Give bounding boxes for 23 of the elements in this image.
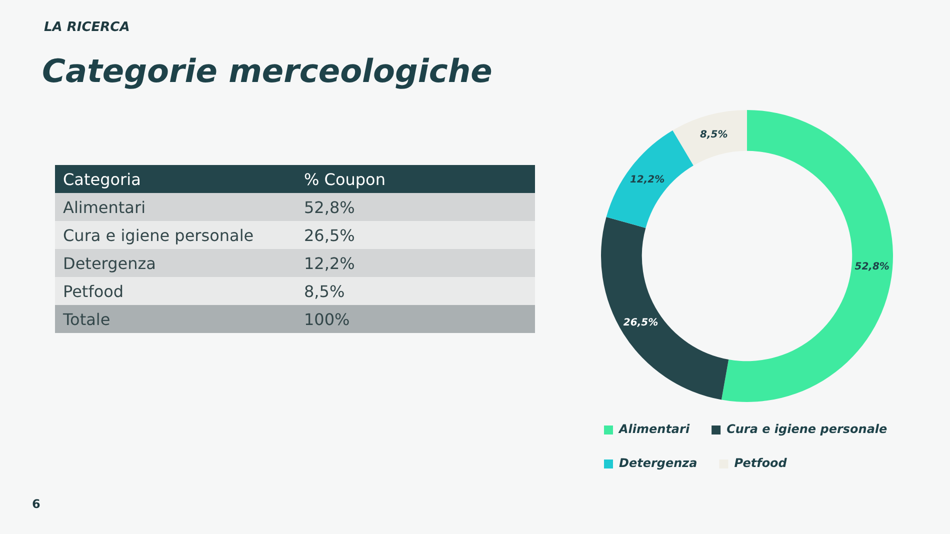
category-label: Cura e igiene personale [63, 226, 254, 244]
text: Categoria [55, 165, 296, 193]
legend-label: Alimentari [618, 422, 690, 436]
data-label: 8,5% [700, 129, 728, 140]
text: Categorie merceologiche [42, 52, 492, 90]
text: LA RICERCA [44, 20, 130, 35]
text: 52,8% [304, 198, 355, 216]
legend-label: Detergenza [619, 456, 698, 470]
text: 100% [296, 305, 535, 333]
text: 6 [32, 497, 40, 511]
legend-label: Petfood [734, 456, 788, 470]
text: % Coupon [296, 165, 535, 193]
legend-label: Cura e igiene personale [726, 422, 888, 436]
text: Totale [55, 305, 296, 333]
category-label: Alimentari [63, 198, 146, 216]
text: 12,2% [304, 254, 355, 272]
category-label: Petfood [63, 282, 124, 300]
data-label: 12,2% [630, 174, 665, 186]
text: 26,5% [304, 226, 355, 244]
data-label: 52,8% [854, 262, 890, 273]
data-label: 26,5% [623, 318, 658, 329]
text: 8,5% [304, 282, 345, 300]
category-label: Detergenza [63, 254, 156, 272]
